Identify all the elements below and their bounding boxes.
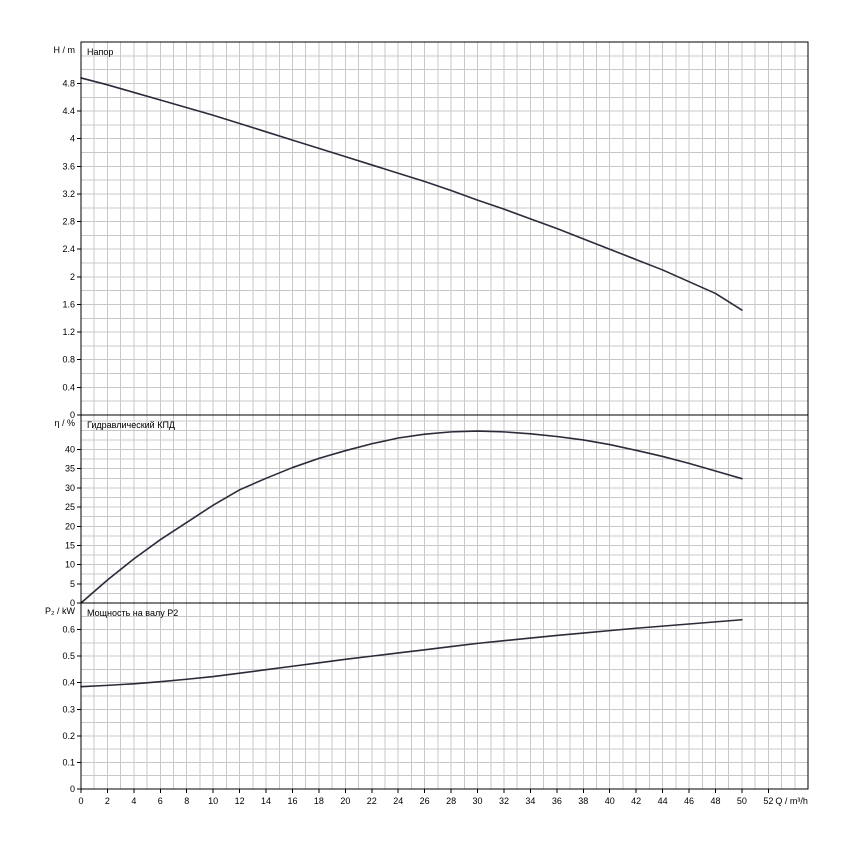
- x-axis-label: Q / m³/h: [775, 796, 808, 806]
- y-tick-label: 1.6: [62, 299, 75, 309]
- x-tick-label: 44: [658, 796, 668, 806]
- x-tick-label: 14: [261, 796, 271, 806]
- y-tick-label: 20: [65, 521, 75, 531]
- y-tick-label: 0.2: [62, 731, 75, 741]
- frame-layer: [77, 41, 809, 793]
- y-tick-label: 4.8: [62, 78, 75, 88]
- y-tick-label: 0.8: [62, 355, 75, 365]
- y-tick-label: 35: [65, 464, 75, 474]
- x-tick-label: 12: [235, 796, 245, 806]
- y-tick-label: 15: [65, 540, 75, 550]
- y-tick-label: 0: [70, 784, 75, 794]
- x-tick-label: 10: [208, 796, 218, 806]
- x-tick-label: 2: [105, 796, 110, 806]
- curve-layer: [80, 77, 743, 688]
- y-tick-label: 2.4: [62, 244, 75, 254]
- x-tick-label: 28: [446, 796, 456, 806]
- y-tick-label: 3.6: [62, 161, 75, 171]
- y-tick-label: 0.4: [62, 382, 75, 392]
- x-tick-label: 34: [525, 796, 535, 806]
- panel-title: Напор: [87, 47, 113, 57]
- x-tick-label: 26: [420, 796, 430, 806]
- y-tick-label: 4: [70, 134, 75, 144]
- y-tick-label: 0.4: [62, 678, 75, 688]
- x-tick-label: 32: [499, 796, 509, 806]
- x-tick-label: 16: [287, 796, 297, 806]
- x-tick-label: 4: [131, 796, 136, 806]
- x-tick-label: 46: [684, 796, 694, 806]
- x-tick-label: 48: [710, 796, 720, 806]
- x-tick-label: 24: [393, 796, 403, 806]
- series-line-head: [80, 77, 743, 311]
- y-axis-label: H / m: [54, 45, 76, 55]
- label-layer: 0 0.4 0.8 1.2 1.6 2 2.4 2.8 3.2 3.6 4 4.4 4.8 H / m На…: [45, 45, 808, 806]
- x-tick-label: 52: [763, 796, 773, 806]
- y-tick-label: 25: [65, 502, 75, 512]
- x-tick-label: 50: [737, 796, 747, 806]
- y-axis-label: P₂ / kW: [45, 606, 75, 616]
- series-line-power: [80, 618, 743, 688]
- x-tick-label: 18: [314, 796, 324, 806]
- plot-frame: [80, 41, 809, 790]
- y-tick-label: 3.2: [62, 189, 75, 199]
- y-tick-label: 0.1: [62, 757, 75, 767]
- y-axis-label: η / %: [54, 418, 75, 428]
- x-tick-label: 42: [631, 796, 641, 806]
- y-tick-label: 0.6: [62, 625, 75, 635]
- x-tick-label: 40: [605, 796, 615, 806]
- x-tick-label: 38: [578, 796, 588, 806]
- y-tick-label: 40: [65, 445, 75, 455]
- series-line-efficiency: [80, 430, 743, 604]
- x-tick-label: 8: [184, 796, 189, 806]
- panel-title: Гидравлический КПД: [87, 420, 175, 430]
- y-tick-label: 0: [70, 598, 75, 608]
- x-tick-label: 36: [552, 796, 562, 806]
- x-tick-label: 22: [367, 796, 377, 806]
- y-tick-label: 4.4: [62, 106, 75, 116]
- y-tick-label: 2: [70, 272, 75, 282]
- y-tick-label: 0.3: [62, 704, 75, 714]
- y-tick-label: 5: [70, 579, 75, 589]
- panel-title: Мощность на валу Р2: [87, 608, 178, 618]
- y-tick-label: 30: [65, 483, 75, 493]
- y-tick-label: 1.2: [62, 327, 75, 337]
- y-tick-label: 0.5: [62, 651, 75, 661]
- y-tick-label: 2.8: [62, 217, 75, 227]
- x-tick-label: 6: [158, 796, 163, 806]
- y-tick-label: 10: [65, 560, 75, 570]
- x-tick-label: 20: [340, 796, 350, 806]
- y-tick-label: 0: [70, 410, 75, 420]
- x-tick-label: 0: [78, 796, 83, 806]
- x-tick-label: 30: [473, 796, 483, 806]
